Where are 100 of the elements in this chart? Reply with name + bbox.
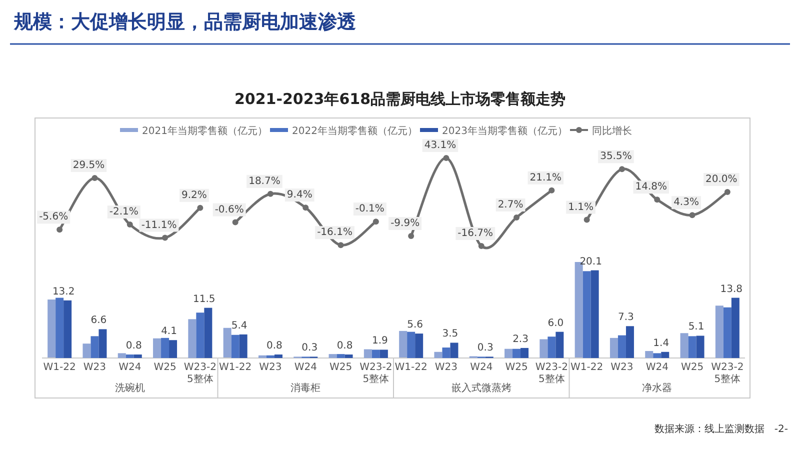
bar — [590, 270, 599, 358]
x-axis-title: 净水器 — [642, 382, 672, 394]
chart-title: 2021-2023年618品需厨电线上市场零售额走势 — [234, 90, 566, 108]
bar — [504, 348, 513, 358]
point — [724, 188, 730, 195]
data-label: 4.3% — [674, 197, 699, 208]
data-label: 9.2% — [181, 190, 207, 201]
point — [92, 175, 98, 182]
data-label: 5.4 — [231, 320, 248, 332]
data-label: 13.2 — [52, 286, 75, 298]
data-label: 0.8 — [336, 340, 353, 352]
bar — [126, 354, 134, 358]
x-tick-label: W1-22 — [43, 362, 76, 373]
point — [162, 234, 168, 241]
legend-label: 同比增长 — [592, 125, 632, 137]
bar — [336, 354, 345, 358]
x-tick-label: W23 — [83, 362, 106, 373]
data-label: 4.1 — [161, 326, 177, 338]
data-label: -16.1% — [317, 227, 352, 238]
data-label: -5.6% — [39, 212, 68, 223]
bar — [258, 355, 266, 358]
bar — [118, 353, 126, 358]
bar — [82, 344, 91, 358]
bar — [415, 334, 424, 358]
bar — [239, 334, 248, 358]
data-label: -0.1% — [355, 204, 384, 215]
data-label: 43.1% — [424, 140, 456, 151]
bar — [540, 339, 548, 358]
data-label: 1.1% — [568, 202, 594, 213]
data-label: 7.3 — [618, 312, 634, 324]
x-tick-label: W1-22 — [570, 362, 604, 373]
data-label: -11.1% — [141, 220, 177, 231]
point — [408, 232, 414, 239]
bar — [328, 354, 337, 358]
bar — [434, 352, 442, 358]
data-label: 21.1% — [530, 172, 562, 184]
x-tick-label: W25 — [505, 362, 528, 373]
bar — [161, 338, 170, 358]
x-tick-label: W24 — [646, 362, 668, 373]
x-axis-title: 洗碗机 — [114, 382, 145, 394]
bar — [90, 336, 99, 358]
x-tick-label: W1-22 — [394, 362, 428, 373]
bar — [231, 334, 240, 358]
bar — [204, 308, 212, 358]
bar — [196, 312, 204, 358]
bar — [626, 326, 634, 358]
bar — [372, 350, 380, 358]
bar — [274, 354, 282, 358]
bar — [653, 353, 662, 358]
x-tick-label: W24 — [118, 362, 142, 373]
bar — [450, 342, 458, 358]
x-tick-label: W25 — [680, 362, 704, 373]
x-tick-label: W24 — [294, 362, 317, 373]
data-label: 0.3 — [302, 342, 318, 354]
x-tick-label: W23 — [610, 362, 634, 373]
bar — [715, 306, 724, 358]
data-label: 6.0 — [548, 318, 564, 329]
x-tick-label: W23 — [434, 362, 458, 373]
bar — [548, 336, 556, 358]
bar — [556, 332, 564, 358]
bar — [56, 298, 64, 358]
bar — [688, 336, 696, 358]
data-label: 9.4% — [286, 190, 312, 201]
data-label: 20.1 — [580, 256, 602, 268]
bar — [188, 319, 196, 358]
data-label: -16.7% — [458, 228, 494, 239]
point — [302, 204, 309, 211]
data-label: 13.8 — [720, 284, 743, 295]
x-tick-label: W1-22 — [219, 362, 252, 373]
x-axis-title: 嵌入式微蒸烤 — [451, 382, 512, 394]
point — [548, 187, 555, 194]
point — [338, 242, 344, 248]
data-label: -0.6% — [214, 204, 244, 216]
bar — [64, 300, 72, 358]
bar — [618, 335, 626, 358]
data-label: 0.8 — [126, 340, 142, 352]
bar — [223, 328, 232, 358]
point — [514, 214, 520, 220]
point — [197, 204, 204, 211]
data-label: -9.9% — [390, 218, 420, 229]
data-label: 18.7% — [248, 176, 280, 187]
bar — [98, 329, 107, 358]
data-label: 0.8 — [266, 340, 282, 352]
data-label: 1.9 — [372, 336, 388, 347]
bar — [696, 336, 704, 358]
bar — [731, 298, 740, 358]
text: -2- — [774, 424, 788, 435]
bar — [380, 350, 388, 358]
point — [126, 222, 133, 228]
bar — [680, 333, 688, 358]
bar — [344, 354, 353, 358]
bar — [48, 300, 56, 358]
data-label: 0.3 — [477, 342, 494, 354]
point — [56, 226, 63, 233]
data-label: 5.1 — [688, 322, 704, 333]
x-tick-label: W23-25整体 — [184, 362, 216, 385]
bar — [153, 338, 162, 358]
data-label: 3.5 — [442, 328, 458, 340]
data-label: 35.5% — [600, 151, 632, 162]
x-tick-label: W23-25整体 — [711, 362, 744, 385]
